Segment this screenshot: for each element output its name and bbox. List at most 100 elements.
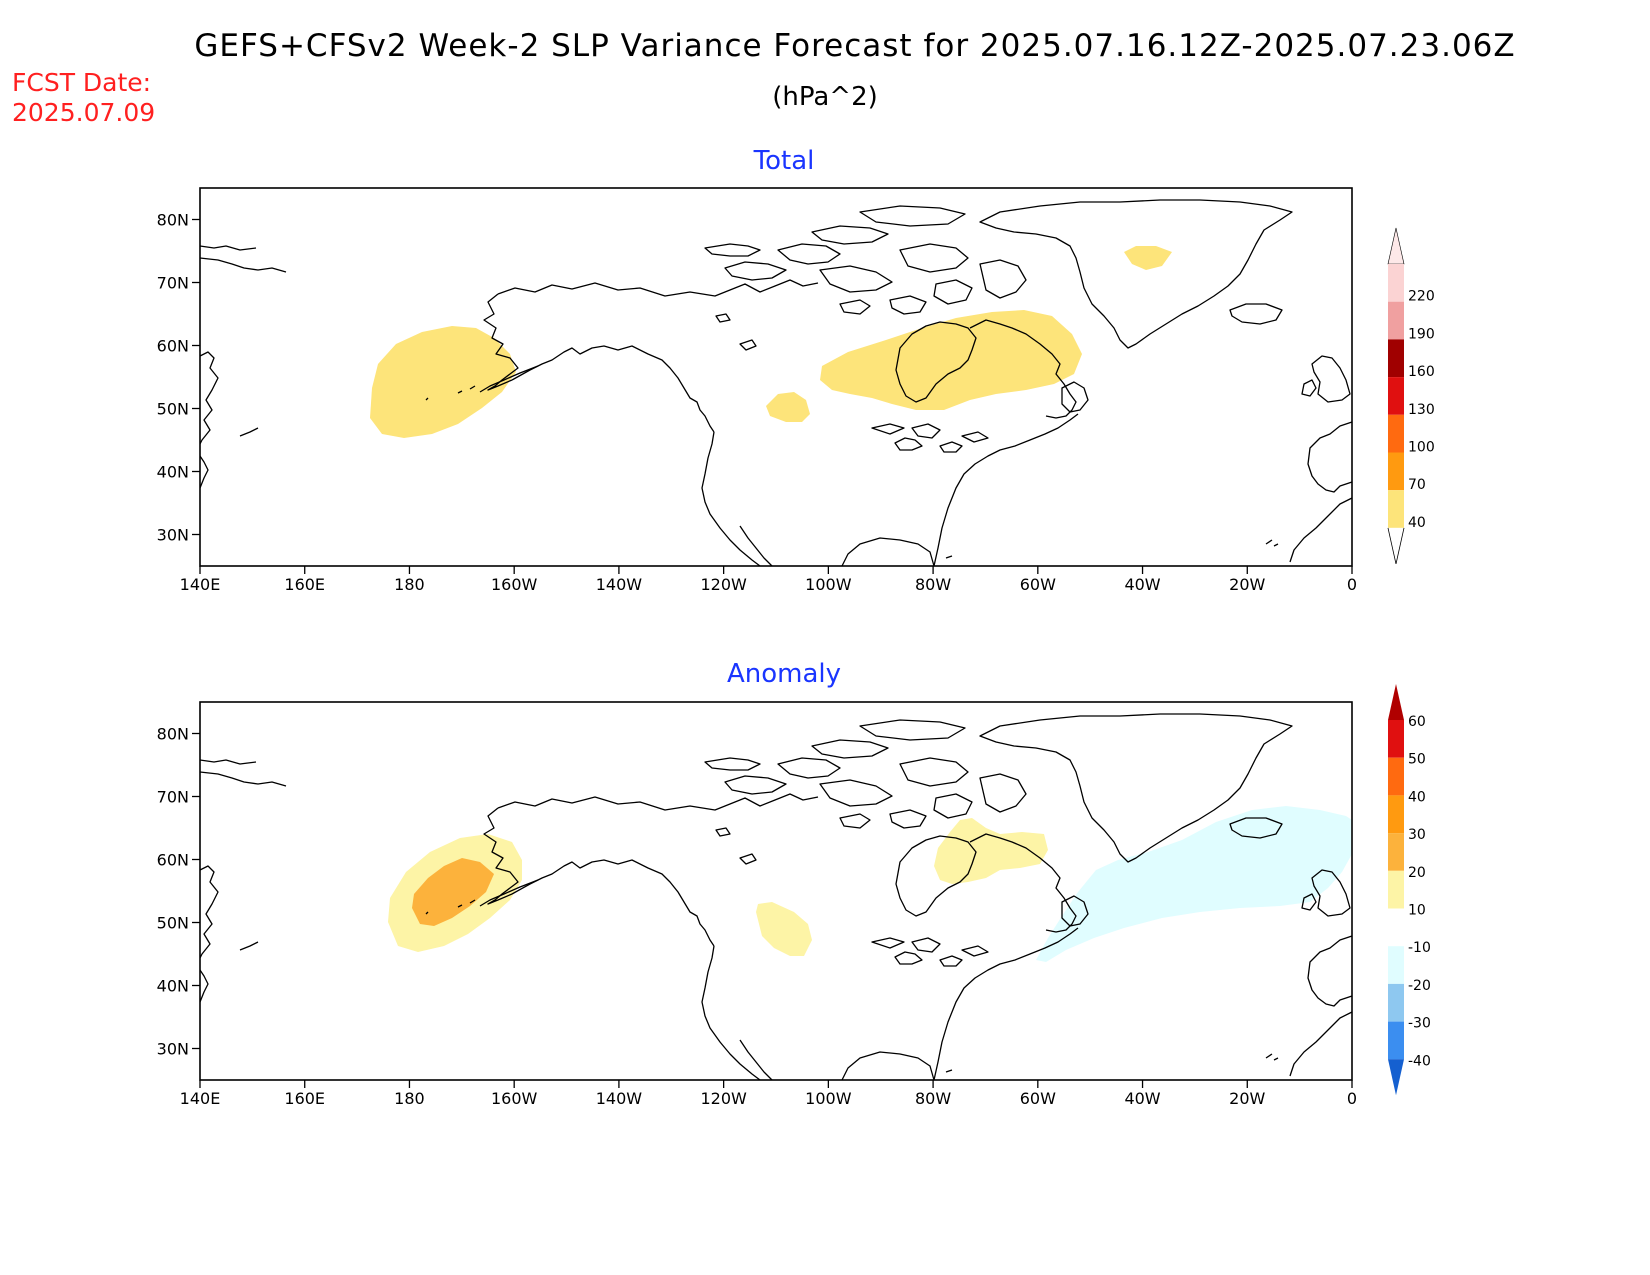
lon-tick-label: 160E [284, 575, 325, 594]
colorbar-label: -30 [1408, 1016, 1431, 1032]
colorbar-anomaly: 60 50 40 30 20 10 -10 -20 -30 -40 [1388, 684, 1431, 1096]
lon-tick-label: 160W [491, 575, 538, 594]
colorbar-swatch [1388, 870, 1404, 909]
lon-axis: 140E 160E 180 160W 140W 120W 100W 80W 60W 40W 20W 0 [180, 566, 1357, 594]
lon-tick-label: 0 [1347, 575, 1357, 594]
shade-north-pacific-core [412, 858, 494, 926]
colorbar-swatch [1388, 339, 1404, 378]
colorbar-total: 220 190 160 130 100 70 40 [1387, 227, 1435, 564]
lat-tick-label: 80N [157, 725, 189, 744]
lat-tick-label: 50N [157, 914, 189, 933]
panel-title: Total [753, 146, 815, 176]
shade-hudson-labrador [934, 818, 1048, 884]
colorbar-label: -10 [1408, 940, 1431, 956]
colorbar-swatch [1388, 720, 1404, 758]
colorbar-swatch [1388, 452, 1404, 491]
lat-tick-label: 40N [157, 463, 189, 482]
lon-tick-label: 60W [1020, 575, 1056, 594]
shade-prairies [766, 392, 810, 422]
shade-central-canada [756, 902, 812, 956]
colorbar-label: -40 [1408, 1053, 1431, 1069]
shade-north-atlantic [1036, 806, 1352, 962]
map-frame [199, 701, 1353, 1081]
colorbar-label: 70 [1408, 477, 1426, 493]
lon-tick-label: 80W [915, 1089, 951, 1108]
lon-tick-label: 60W [1020, 1089, 1056, 1108]
colorbar-swatch [1388, 264, 1404, 302]
forecast-date-value: 2025.07.09 [12, 98, 156, 127]
lon-tick-label: 140E [180, 1089, 221, 1108]
lat-tick-label: 50N [157, 400, 189, 419]
lon-tick-label: 100W [805, 1089, 852, 1108]
lon-tick-label: 40W [1124, 1089, 1160, 1108]
forecast-date-block: FCST Date: 2025.07.09 [12, 68, 155, 128]
map-background [200, 188, 1352, 566]
colorbar-label: 100 [1408, 440, 1435, 456]
forecast-date-label: FCST Date: [12, 68, 152, 97]
shade-north-pacific [370, 326, 516, 438]
lat-tick-label: 60N [157, 337, 189, 356]
lat-tick-label: 40N [157, 977, 189, 996]
colorbar-label: 20 [1408, 865, 1426, 881]
lat-tick-label: 60N [157, 851, 189, 870]
figure-title: GEFS+CFSv2 Week-2 SLP Variance Forecast … [194, 28, 1516, 64]
colorbar-bottom-arrow [1388, 1059, 1404, 1096]
lon-tick-label: 160W [491, 1089, 538, 1108]
colorbar-label: 60 [1408, 714, 1426, 730]
colorbar-label: 10 [1408, 903, 1426, 919]
units-label: (hPa^2) [772, 82, 878, 112]
map-frame [199, 187, 1353, 567]
colorbar-swatch [1388, 757, 1404, 796]
colorbar-label: 220 [1408, 289, 1435, 305]
colorbar-swatch [1388, 1021, 1404, 1060]
colorbar-swatch [1388, 490, 1404, 528]
map-area [199, 701, 1353, 1081]
lon-axis: 140E 160E 180 160W 140W 120W 100W 80W 60W 40W 20W 0 [180, 1080, 1357, 1108]
lat-tick-label: 80N [157, 211, 189, 230]
panel-total: Total 80N 70N 60N 50N 40N 30N 140E 160E 180 160W… [157, 146, 1435, 594]
lon-tick-label: 120W [700, 575, 747, 594]
colorbar-swatch [1388, 414, 1404, 453]
colorbar-top-arrow [1387, 227, 1405, 265]
lon-tick-label: 40W [1124, 575, 1160, 594]
colorbar-label: 130 [1408, 402, 1435, 418]
colorbar-swatch [1388, 301, 1404, 340]
lon-tick-label: 20W [1229, 575, 1265, 594]
lon-tick-label: 180 [394, 575, 425, 594]
shade-east-greenland [1124, 246, 1172, 270]
colorbar-label: 160 [1408, 364, 1435, 380]
colorbar-swatch [1388, 377, 1404, 415]
lat-tick-label: 70N [157, 274, 189, 293]
colorbar-top-arrow [1388, 684, 1404, 720]
colorbar-label: 40 [1408, 515, 1426, 531]
map-area [199, 187, 1353, 567]
lon-tick-label: 180 [394, 1089, 425, 1108]
colorbar-bottom-arrow [1387, 527, 1405, 564]
colorbar-label: 190 [1408, 326, 1435, 342]
lat-axis: 80N 70N 60N 50N 40N 30N [157, 211, 200, 545]
lon-tick-label: 0 [1347, 1089, 1357, 1108]
lat-tick-label: 70N [157, 788, 189, 807]
shade-hudson-labrador [820, 310, 1082, 410]
colorbar-swatch [1388, 795, 1404, 834]
panel-anomaly: Anomaly 80N 70N 60N 50N 40N 30N 140E 160E 180 16… [157, 659, 1431, 1108]
lon-tick-label: 140W [596, 1089, 643, 1108]
lon-tick-label: 160E [284, 1089, 325, 1108]
colorbar-swatch [1388, 946, 1404, 984]
colorbar-swatch [1388, 983, 1404, 1022]
colorbar-swatch [1388, 908, 1404, 947]
colorbar-label: 50 [1408, 752, 1426, 768]
lon-tick-label: 140E [180, 575, 221, 594]
lon-tick-label: 120W [700, 1089, 747, 1108]
lat-axis: 80N 70N 60N 50N 40N 30N [157, 725, 200, 1059]
colorbar-swatch [1388, 833, 1404, 871]
lon-tick-label: 20W [1229, 1089, 1265, 1108]
colorbar-label: -20 [1408, 978, 1431, 994]
lat-tick-label: 30N [157, 526, 189, 545]
panel-title: Anomaly [727, 659, 841, 689]
colorbar-label: 30 [1408, 827, 1426, 843]
lon-tick-label: 100W [805, 575, 852, 594]
lon-tick-label: 140W [596, 575, 643, 594]
lat-tick-label: 30N [157, 1040, 189, 1059]
